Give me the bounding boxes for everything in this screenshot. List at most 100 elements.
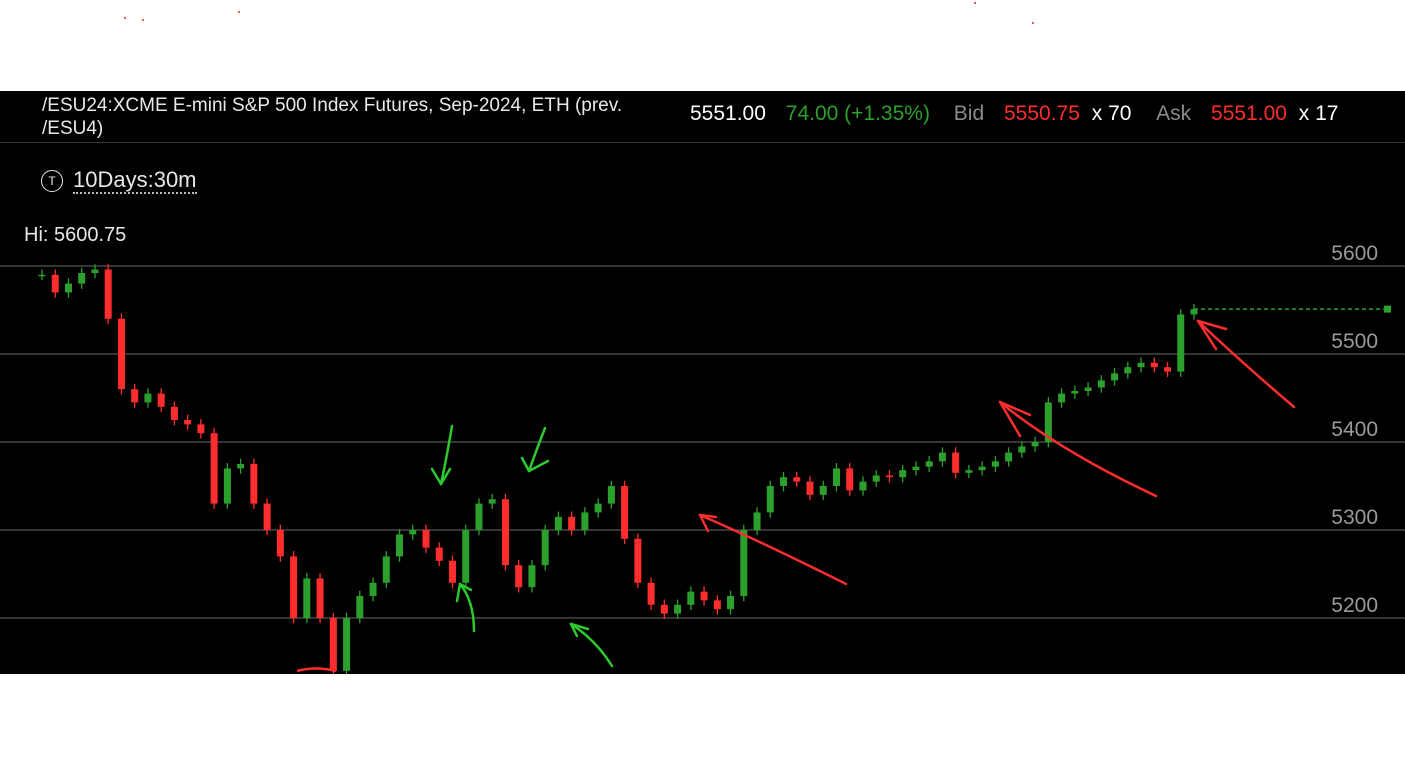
candle-body	[607, 486, 615, 504]
candle-body	[885, 475, 893, 478]
candle-body	[753, 512, 761, 530]
y-tick-label: 5200	[1331, 594, 1378, 617]
y-tick-label: 5300	[1331, 506, 1378, 529]
annotation-arrow	[458, 582, 476, 633]
candle-body	[1071, 390, 1079, 394]
candle-body	[1164, 367, 1172, 372]
candle-body	[64, 283, 72, 293]
annotation-arrow	[569, 622, 614, 668]
candle-body	[687, 591, 695, 605]
candle-body	[329, 618, 337, 671]
candle-body	[369, 582, 377, 596]
candle-layer	[38, 264, 1198, 674]
candle-body	[568, 516, 576, 530]
candle-body	[740, 530, 748, 596]
candle-body	[1018, 446, 1026, 453]
candle-body	[925, 461, 933, 467]
candle-body	[621, 486, 629, 539]
symbol-title[interactable]: /ESU24:XCME E-mini S&P 500 Index Futures…	[42, 95, 623, 139]
candle-body	[819, 486, 827, 495]
candle-body	[422, 530, 430, 548]
candle-body	[117, 318, 125, 390]
stray-mark	[124, 17, 126, 19]
y-tick-label: 5400	[1331, 418, 1378, 441]
candle-body	[475, 503, 483, 530]
candle-body	[197, 424, 205, 434]
annotation-arrow	[998, 400, 1022, 438]
annotation-arrow	[698, 513, 718, 519]
annotation-layer	[296, 319, 1296, 673]
last-price: 5551.00	[690, 102, 766, 125]
candle-body	[91, 269, 99, 274]
candle-body	[343, 618, 351, 671]
candle-body	[846, 468, 854, 491]
candle-body	[448, 560, 456, 583]
candle-body	[700, 591, 708, 601]
candle-body	[184, 420, 192, 425]
candle-body	[634, 538, 642, 583]
annotation-arrow	[430, 467, 443, 486]
candle-body	[859, 481, 867, 491]
candle-body	[250, 464, 258, 504]
candle-body	[1031, 442, 1039, 447]
candle-body	[528, 565, 536, 588]
annotation-arrow	[569, 622, 579, 638]
bid-price: 5550.75	[1004, 102, 1080, 125]
candle-body	[991, 461, 999, 467]
annotation-arrow	[698, 513, 848, 586]
grid-layer	[0, 265, 1405, 619]
candle-body	[263, 503, 271, 530]
annotation-arrow	[1196, 319, 1228, 331]
high-label: Hi: 5600.75	[24, 224, 127, 246]
ask-label: Ask	[1156, 102, 1192, 125]
candle-body	[303, 578, 311, 618]
annotation-arrow	[520, 456, 531, 473]
period-label[interactable]: 10Days:30m	[73, 167, 197, 194]
y-axis: 5200 5300 5400 5500 5600	[1331, 242, 1378, 617]
price-change: 74.00 (+1.35%)	[785, 102, 930, 125]
annotation-arrow	[439, 424, 454, 486]
annotation-arrow	[998, 400, 1032, 417]
annotation-underline	[296, 667, 337, 673]
price-chart[interactable]: 5200 5300 5400 5500 5600	[0, 91, 1405, 674]
ask-size: x 17	[1298, 102, 1339, 125]
chart-panel: 5200 5300 5400 5500 5600 /ESU24:XCME E-mini …	[0, 91, 1405, 674]
candle-body	[1124, 367, 1132, 374]
y-tick-label: 5600	[1331, 242, 1378, 265]
stray-mark	[238, 11, 240, 13]
candle-body	[316, 578, 324, 618]
stray-mark	[974, 2, 976, 4]
candle-body	[978, 466, 986, 471]
candle-body	[51, 274, 59, 293]
quote-header: /ESU24:XCME E-mini S&P 500 Index Futures…	[0, 91, 1405, 143]
candle-body	[356, 596, 364, 618]
period-selector[interactable]: T 10Days:30m	[41, 168, 197, 194]
quote-bar: 5551.00 74.00 (+1.35%) Bid 5550.75 x 70 …	[690, 102, 1344, 126]
bid-size: x 70	[1091, 102, 1132, 125]
annotation-arrow	[527, 426, 547, 473]
candle-body	[409, 530, 417, 535]
candle-body	[594, 503, 602, 513]
candle-body	[1111, 373, 1119, 381]
candle-body	[899, 470, 907, 478]
candle-body	[1005, 452, 1013, 462]
candle-body	[488, 499, 496, 504]
candle-body	[501, 499, 509, 566]
time-icon: T	[41, 170, 63, 192]
candle-body	[515, 565, 523, 588]
candle-body	[396, 534, 404, 557]
candle-body	[912, 466, 920, 471]
stray-mark	[142, 19, 144, 21]
candle-body	[38, 274, 46, 277]
candle-body	[1044, 402, 1052, 442]
candle-body	[290, 556, 298, 618]
candle-body	[938, 452, 946, 462]
candle-body	[541, 530, 549, 566]
candle-body	[78, 273, 86, 284]
candle-body	[832, 468, 840, 486]
candle-body	[210, 433, 218, 504]
candle-body	[1058, 393, 1066, 403]
candle-body	[144, 393, 152, 403]
candle-body	[1190, 309, 1198, 315]
candle-body	[104, 269, 112, 319]
